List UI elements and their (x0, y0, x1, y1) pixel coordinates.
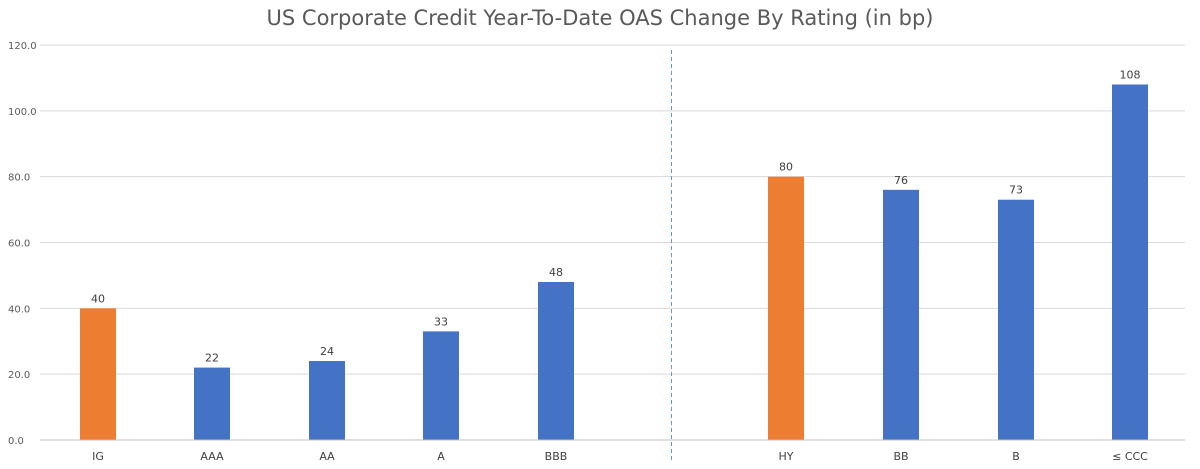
x-axis: IG AAA AA A BBB HY BB B ≤ CCC (40, 439, 1185, 463)
bar-bb (883, 189, 919, 440)
data-label: 48 (549, 266, 563, 279)
data-labels: 40 22 24 33 48 80 76 73 108 (91, 69, 1141, 365)
x-tick-label: IG (92, 450, 104, 463)
y-tick-label: 40.0 (8, 304, 30, 315)
data-label: 33 (434, 315, 448, 328)
bar-aaa (194, 367, 230, 440)
bar-hy (768, 176, 804, 440)
bar-bbb (538, 282, 574, 440)
bars (80, 84, 1148, 440)
data-label: 73 (1009, 184, 1023, 197)
bar-aa (309, 361, 345, 440)
bar-ig (80, 308, 116, 440)
x-tick-label: AA (319, 450, 335, 463)
x-tick-label: A (437, 450, 445, 463)
data-label: 76 (894, 174, 908, 187)
y-tick-label: 120.0 (8, 41, 37, 52)
y-tick-label: 60.0 (8, 239, 30, 250)
bar-a (423, 331, 459, 440)
y-tick-label: 100.0 (8, 107, 37, 118)
bar-b (998, 199, 1034, 440)
x-tick-label: HY (779, 450, 794, 463)
y-tick-label: 0.0 (8, 436, 24, 447)
chart-title: US Corporate Credit Year-To-Date OAS Cha… (266, 6, 934, 30)
x-tick-label: ≤ CCC (1112, 450, 1148, 463)
data-label: 80 (779, 161, 793, 174)
x-tick-label: BB (893, 450, 908, 463)
data-label: 24 (320, 345, 334, 358)
bar-ccc (1112, 84, 1148, 440)
data-label: 22 (205, 352, 219, 365)
y-axis: 0.0 20.0 40.0 60.0 80.0 100.0 120.0 (8, 41, 37, 447)
y-tick-label: 80.0 (8, 173, 30, 184)
x-tick-label: B (1012, 450, 1020, 463)
y-tick-label: 20.0 (8, 370, 30, 381)
data-label: 40 (91, 292, 105, 305)
x-tick-label: BBB (545, 450, 568, 463)
data-label: 108 (1120, 69, 1141, 82)
x-tick-label: AAA (200, 450, 224, 463)
